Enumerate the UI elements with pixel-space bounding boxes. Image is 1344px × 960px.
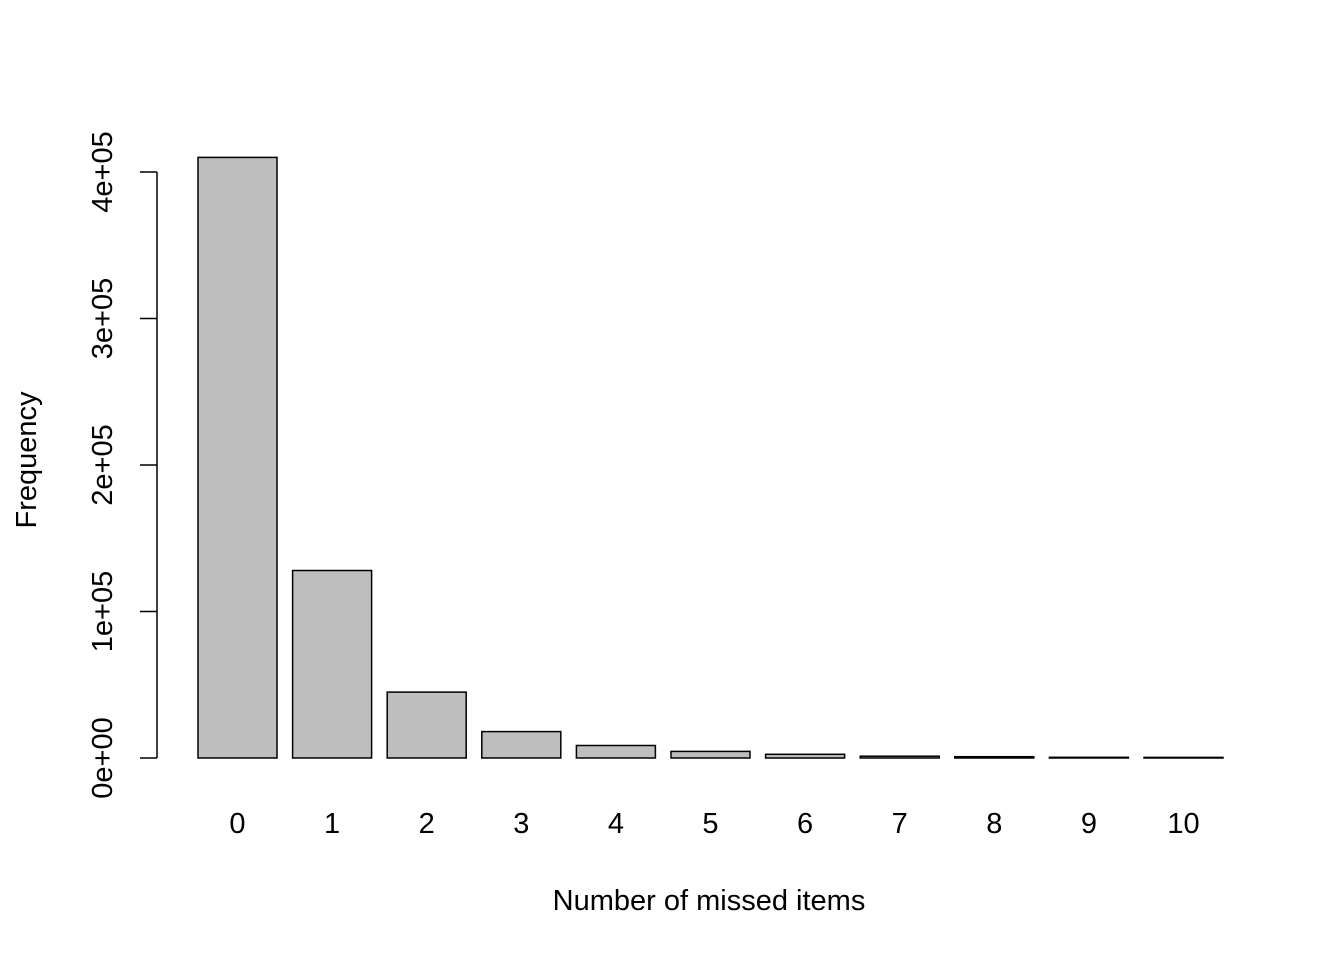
bar-8 <box>954 755 1035 759</box>
x-tick-label: 1 <box>324 808 340 840</box>
y-tick-label: 2e+05 <box>87 424 119 505</box>
bar-5 <box>670 750 751 759</box>
x-tick-label: 8 <box>986 808 1002 840</box>
y-axis: 0e+00 1e+05 2e+05 3e+05 4e+05 <box>87 131 158 799</box>
x-tick-label: 9 <box>1081 808 1097 840</box>
x-tick-label: 5 <box>702 808 718 840</box>
x-tick-label: 10 <box>1167 808 1199 840</box>
bar-6 <box>764 753 846 759</box>
bar-9 <box>1048 756 1130 759</box>
x-tick-labels: 0 1 2 3 4 5 6 7 8 9 10 <box>229 808 1199 840</box>
bar-1 <box>291 569 373 759</box>
y-tick-label: 4e+05 <box>87 131 119 212</box>
bars-group <box>197 156 1224 759</box>
bar-7 <box>859 755 940 759</box>
x-tick-label: 7 <box>892 808 908 840</box>
y-axis-title: Frequency <box>11 391 43 529</box>
y-tick-label: 1e+05 <box>87 571 119 652</box>
x-tick-label: 0 <box>229 808 245 840</box>
x-tick-label: 2 <box>419 808 435 840</box>
bar-10 <box>1143 756 1224 759</box>
bar-3 <box>481 730 562 759</box>
bar-4 <box>575 744 657 759</box>
y-tick-label: 3e+05 <box>87 278 119 359</box>
x-tick-label: 3 <box>513 808 529 840</box>
x-tick-label: 4 <box>608 808 624 840</box>
x-tick-label: 6 <box>797 808 813 840</box>
y-tick-label: 0e+00 <box>87 717 119 798</box>
bar-0 <box>197 156 278 759</box>
bar-2 <box>386 691 467 759</box>
x-axis-title: Number of missed items <box>553 885 866 917</box>
